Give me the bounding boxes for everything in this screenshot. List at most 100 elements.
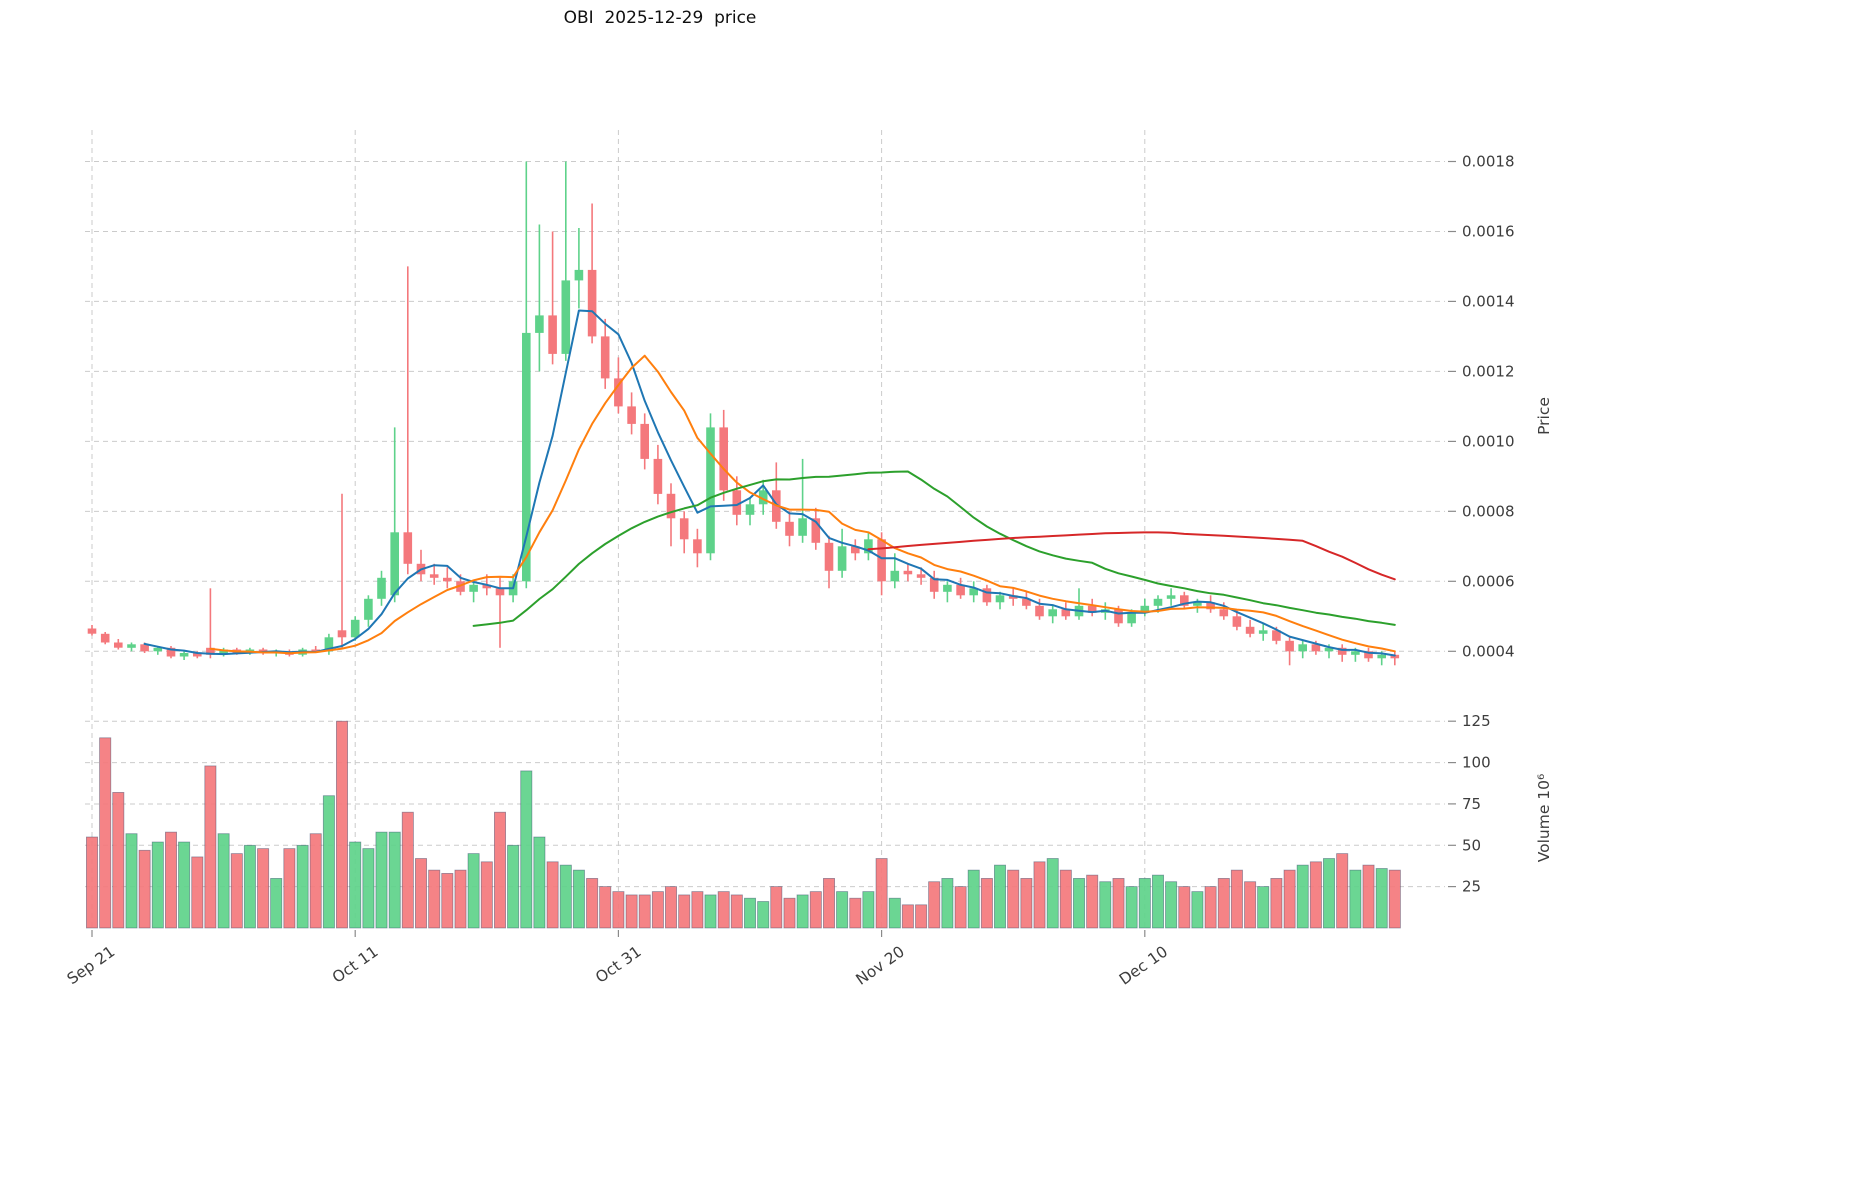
volume-bar <box>164 831 177 929</box>
candle-body <box>679 518 689 540</box>
volume-bar <box>349 841 362 929</box>
volume-bar <box>1099 881 1112 929</box>
ma-line-SMA10 <box>209 354 1396 655</box>
volume-tick-label: 100 <box>1462 754 1491 772</box>
volume-bar <box>796 894 809 929</box>
volume-bar <box>480 861 493 929</box>
volume-bar <box>138 849 151 929</box>
candle-body <box>890 570 900 582</box>
candle-body <box>903 570 913 575</box>
candle-body <box>627 406 636 424</box>
volume-bar <box>401 811 414 929</box>
candle-body <box>219 649 228 655</box>
volume-bars <box>86 720 1401 929</box>
candle-body <box>1206 602 1215 610</box>
candle-body <box>193 653 202 657</box>
chart-title: OBI 2025-12-29 price <box>563 8 757 28</box>
candle-body <box>443 577 452 582</box>
candle-body <box>851 546 860 554</box>
candle-body <box>706 427 715 554</box>
volume-bar <box>1217 878 1230 929</box>
volume-bar <box>1388 869 1401 929</box>
candle-body <box>390 532 399 596</box>
volume-bar <box>1204 886 1217 929</box>
candle-body <box>153 647 163 652</box>
volume-bar <box>125 833 138 929</box>
volume-bar <box>1046 858 1059 929</box>
candle-body <box>653 458 663 494</box>
price-axis-title: Price <box>1535 397 1553 435</box>
volume-bar <box>86 836 99 929</box>
candle-body <box>522 332 531 582</box>
candle-body <box>1193 602 1202 606</box>
candle-body <box>179 653 189 657</box>
volume-bar <box>770 886 783 929</box>
candle-body <box>482 584 492 589</box>
candle-body <box>916 574 926 578</box>
candle-body <box>364 598 373 620</box>
candle-body <box>929 577 939 592</box>
volume-bar <box>309 833 322 929</box>
candle-body <box>377 577 386 599</box>
volume-bar <box>967 869 980 929</box>
volume-bar <box>638 894 651 929</box>
candle-body <box>1048 609 1057 617</box>
volume-bar <box>1296 864 1309 929</box>
volume-bar <box>757 901 770 929</box>
candle-body <box>1219 609 1229 617</box>
volume-bar <box>467 853 480 929</box>
volume-bar <box>1125 886 1138 929</box>
volume-bar <box>1336 853 1349 929</box>
candle-body <box>574 269 584 281</box>
volume-bar <box>849 897 862 929</box>
x-tick-label: Nov 20 <box>853 943 908 989</box>
candle-body <box>1008 595 1018 599</box>
candle-body <box>837 546 847 571</box>
candle-body <box>995 595 1005 603</box>
candle-body <box>1258 630 1268 634</box>
candle-body <box>1390 654 1400 659</box>
volume-bar <box>375 831 388 929</box>
candle-body <box>982 588 992 603</box>
volume-bar <box>296 844 309 929</box>
volume-bar <box>612 891 625 929</box>
candle-body <box>864 539 873 554</box>
candle-body <box>877 539 886 582</box>
volume-bar <box>112 792 125 929</box>
candle-body <box>166 647 176 657</box>
axes: 0.0004 0.0006 0.0008 0.0010 0.0012 0.0014 0.00… <box>64 153 1515 989</box>
volume-bar <box>823 878 836 929</box>
volume-tick-label: 25 <box>1462 878 1481 896</box>
price-tick-label: 0.0010 <box>1462 432 1515 450</box>
candle-body <box>732 490 742 515</box>
volume-bar <box>533 836 546 929</box>
volume-bar <box>283 848 296 929</box>
x-tick-label: Dec 10 <box>1116 943 1171 989</box>
volume-bar <box>1270 878 1283 929</box>
volume-bar <box>928 881 941 929</box>
volume-bar <box>1362 864 1375 929</box>
candle-body <box>1285 640 1294 652</box>
volume-bar <box>1152 874 1165 929</box>
candle-body <box>693 539 702 554</box>
volume-bar <box>1349 869 1362 929</box>
volume-bar <box>217 833 230 929</box>
candle-body <box>1272 630 1281 641</box>
volume-bar <box>599 886 612 929</box>
candle-body <box>1298 644 1307 652</box>
candle-body <box>495 588 505 596</box>
candle-body <box>1114 609 1123 624</box>
gridlines <box>85 130 1445 928</box>
candle-body <box>1087 605 1097 613</box>
volume-bar <box>322 795 335 929</box>
candle-body <box>745 504 755 515</box>
x-tick-label: Oct 31 <box>592 943 644 987</box>
volume-bar <box>1257 886 1270 929</box>
volume-bar <box>651 891 664 929</box>
candle-body <box>548 315 557 354</box>
volume-bar <box>151 841 164 929</box>
candle-body <box>719 427 728 491</box>
candle-body <box>798 518 807 536</box>
volume-bar <box>1323 858 1336 929</box>
